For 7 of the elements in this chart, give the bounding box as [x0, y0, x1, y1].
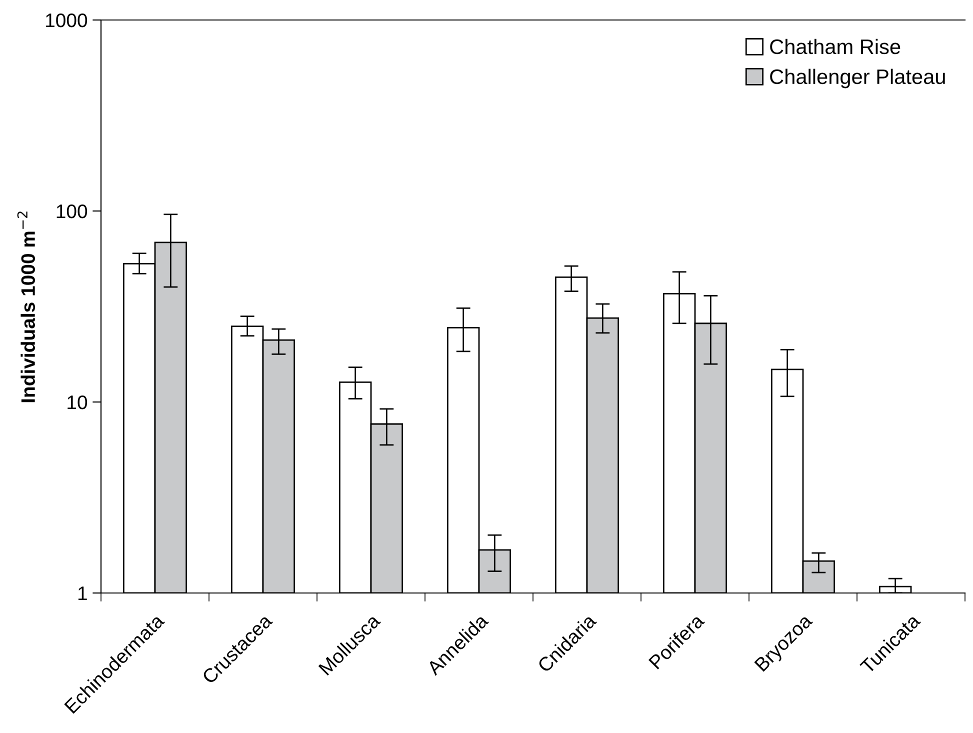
legend-label: Challenger Plateau: [770, 68, 945, 88]
y-tick-label: 1: [78, 586, 87, 600]
y-tick-label: 10: [68, 395, 88, 410]
y-axis-title: Individuals 1000 m$^{−2}$: [17, 212, 36, 402]
y-tick-label: 1000: [46, 13, 88, 28]
y-tick-label: 100: [56, 204, 88, 218]
legend-label: Chatham Rise: [770, 38, 900, 54]
